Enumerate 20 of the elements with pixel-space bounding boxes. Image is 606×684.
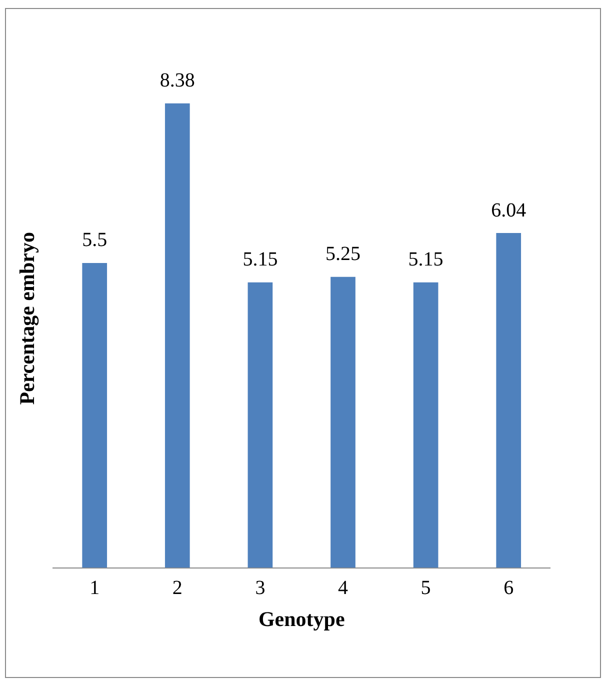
- bar: [496, 233, 522, 568]
- x-tick-label: 5: [420, 577, 431, 600]
- x-tick-label: 2: [172, 577, 182, 600]
- x-tick-label: 3: [255, 577, 266, 600]
- bar: [248, 282, 273, 568]
- data-label: 6.04: [491, 199, 526, 222]
- x-tick-label: 1: [90, 577, 100, 600]
- data-label: 5.15: [408, 248, 444, 271]
- bar: [330, 276, 356, 568]
- x-tick-label: 6: [504, 577, 514, 600]
- data-label: 8.38: [160, 70, 195, 92]
- x-axis-title: Genotype: [258, 606, 345, 631]
- bar: [164, 103, 190, 568]
- bar: [82, 262, 108, 568]
- y-axis-title: Percentage embryo: [15, 232, 40, 405]
- data-label: 5.5: [82, 229, 108, 252]
- bar: [413, 282, 438, 568]
- data-label: 5.15: [242, 248, 278, 271]
- x-tick-label: 4: [338, 577, 348, 600]
- data-label: 5.25: [326, 243, 360, 266]
